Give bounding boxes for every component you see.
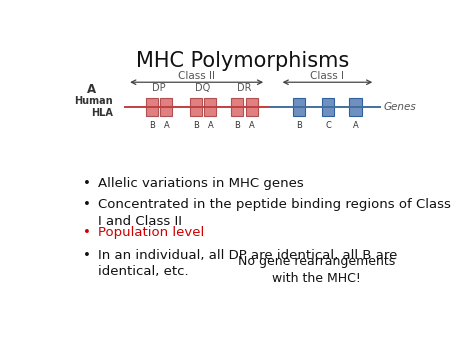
Text: •: • [83, 198, 91, 212]
Text: MHC Polymorphisms: MHC Polymorphisms [137, 51, 349, 71]
Text: A: A [164, 121, 169, 130]
Bar [322, 98, 334, 116]
Text: •: • [83, 176, 91, 190]
Text: Genes: Genes [383, 102, 416, 112]
Text: Class II: Class II [178, 71, 215, 81]
Text: A: A [353, 121, 358, 130]
Bar [246, 98, 258, 116]
Text: •: • [83, 249, 91, 262]
Bar [146, 98, 158, 116]
Bar [204, 98, 217, 116]
Text: B: B [149, 121, 155, 130]
Bar [160, 98, 173, 116]
Text: DR: DR [237, 83, 252, 93]
Text: In an individual, all DP are identical, all B are
identical, etc.: In an individual, all DP are identical, … [98, 249, 397, 278]
Text: Class I: Class I [310, 71, 345, 81]
Text: DP: DP [152, 83, 166, 93]
Text: C: C [325, 121, 331, 130]
Text: A: A [87, 83, 96, 95]
Text: No gene rearrangements
with the MHC!: No gene rearrangements with the MHC! [238, 255, 395, 284]
Text: B: B [296, 121, 301, 130]
Text: Concentrated in the peptide binding regions of Class
I and Class II: Concentrated in the peptide binding regi… [98, 198, 451, 228]
Text: •: • [83, 226, 91, 239]
Bar [190, 98, 202, 116]
Bar [292, 98, 305, 116]
Text: B: B [234, 121, 240, 130]
Text: Allelic variations in MHC genes: Allelic variations in MHC genes [98, 176, 303, 190]
Text: A: A [208, 121, 213, 130]
Text: A: A [249, 121, 255, 130]
Text: Population level: Population level [98, 226, 204, 239]
Text: B: B [193, 121, 199, 130]
Text: DQ: DQ [195, 83, 210, 93]
Bar [231, 98, 243, 116]
Bar [349, 98, 362, 116]
Text: Human
HLA: Human HLA [74, 95, 112, 118]
